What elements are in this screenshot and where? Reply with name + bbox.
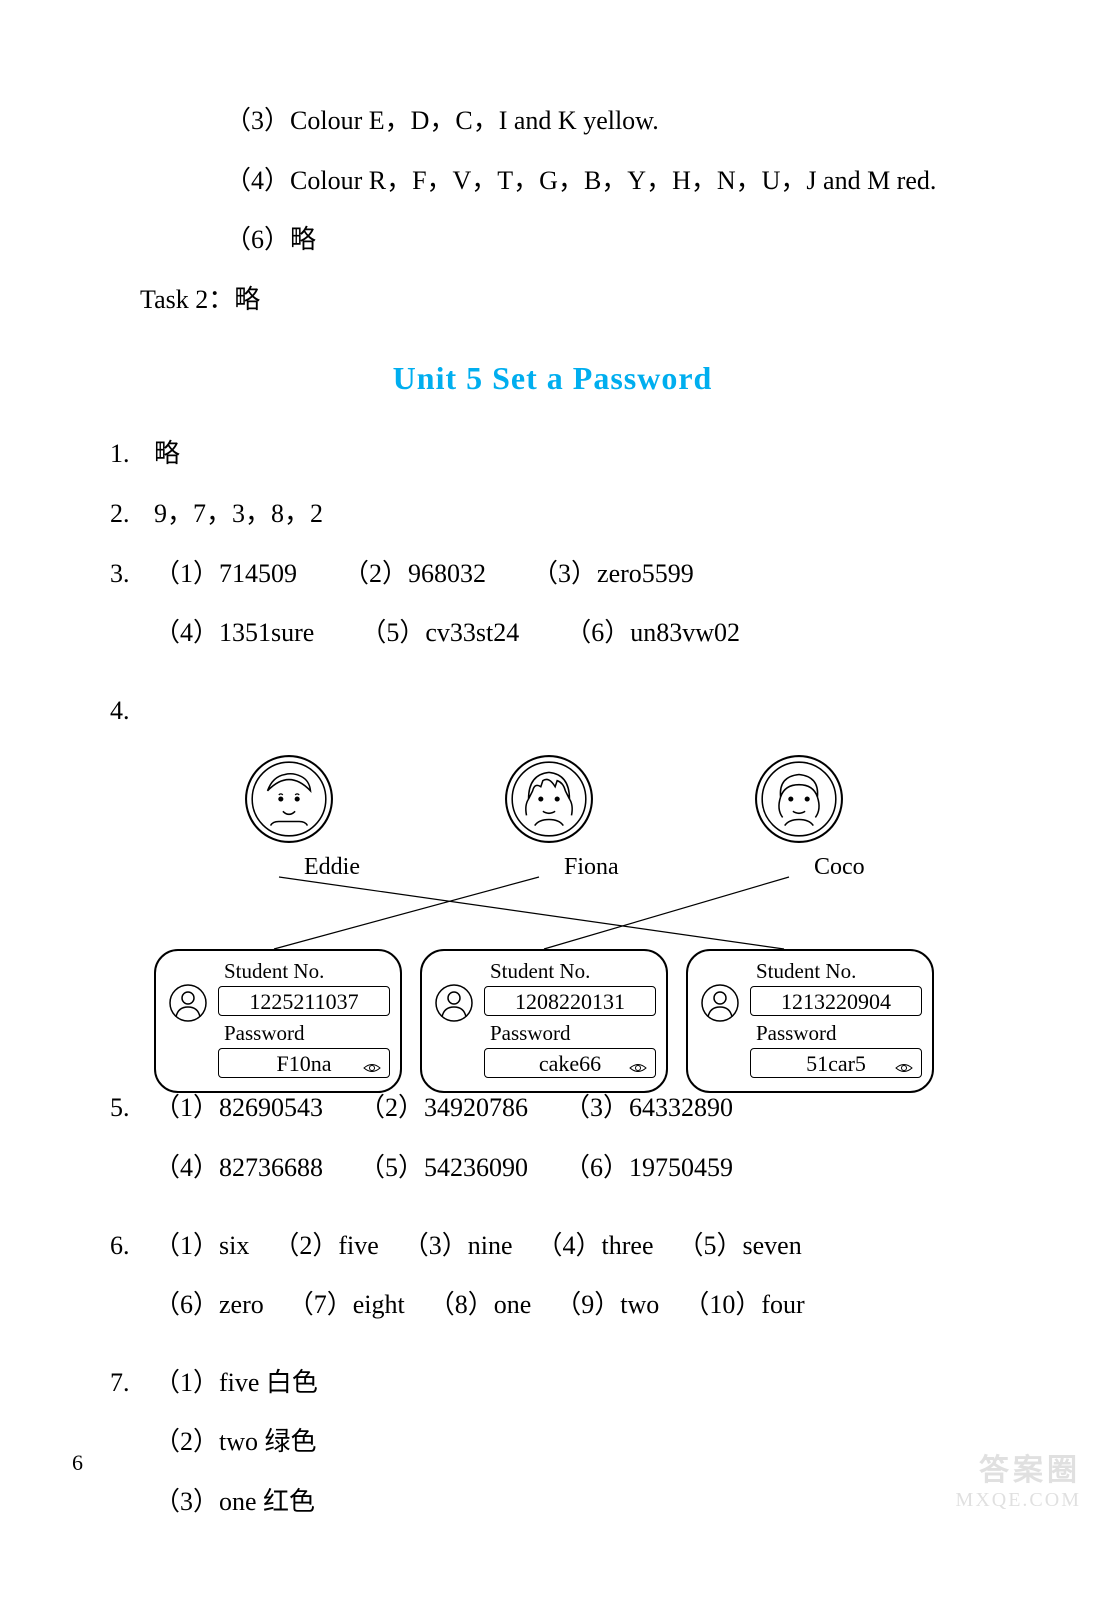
q3-num: 3.: [110, 553, 154, 595]
task2-line: Task 2：略: [110, 279, 995, 321]
q6-6: （6）zero: [154, 1284, 264, 1326]
student-card-2: Student No. 1208220131 Password cake66: [420, 949, 668, 1093]
q3-1: （1）714509: [154, 553, 297, 595]
q5-6: （6）19750459: [564, 1147, 733, 1189]
q5-row2: （4）82736688 （5）54236090 （6）19750459: [154, 1147, 995, 1207]
q6-1: （1）six: [154, 1225, 249, 1267]
user-icon: [434, 983, 474, 1028]
person-icon: [754, 754, 844, 844]
student-card-3: Student No. 1213220904 Password 51car5: [686, 949, 934, 1093]
q5-row: 5. （1）82690543 （2）34920786 （3）64332890 （…: [110, 1087, 995, 1206]
top-item-3: （3）Colour E，D，C，I and K yellow.: [110, 100, 995, 142]
q6-row: 6. （1）six （2）five （3）nine （4）three （5）se…: [110, 1225, 995, 1344]
eye-icon: [363, 1055, 381, 1081]
q6-10: （10）four: [683, 1284, 804, 1326]
password-text: cake66: [539, 1051, 601, 1076]
q6-4: （4）three: [537, 1225, 654, 1267]
user-icon: [700, 983, 740, 1028]
q6-row1: （1）six （2）five （3）nine （4）three （5）seven: [154, 1225, 995, 1285]
watermark-line2: MXQE.COM: [956, 1489, 1081, 1512]
card-password-value: cake66: [484, 1048, 656, 1078]
q3-row2: （4）1351sure （5）cv33st24 （6）un83vw02: [154, 612, 995, 672]
q2-body: 9，7，3，8，2: [154, 493, 995, 535]
q3-row1: （1）714509 （2）968032 （3）zero5599: [154, 553, 995, 613]
q1-num: 1.: [110, 433, 154, 475]
q3-2: （2）968032: [343, 553, 486, 595]
avatar-label-fiona: Fiona: [564, 854, 619, 881]
eye-icon: [629, 1055, 647, 1081]
q3-4: （4）1351sure: [154, 612, 314, 654]
q2-row: 2. 9，7，3，8，2: [110, 493, 995, 535]
card-password-value: 51car5: [750, 1048, 922, 1078]
q5-1: （1）82690543: [154, 1087, 323, 1129]
card-password-value: F10na: [218, 1048, 390, 1078]
eye-icon: [895, 1055, 913, 1081]
line-coco: [544, 877, 789, 949]
q7-body: （1）five 白色 （2）two 绿色 （3）one 红色: [154, 1362, 995, 1541]
q7-row: 7. （1）five 白色 （2）two 绿色 （3）one 红色: [110, 1362, 995, 1541]
card-studentno-value: 1225211037: [218, 986, 390, 1016]
avatar-fiona: [504, 754, 594, 849]
q7-2: （2）two 绿色: [154, 1421, 995, 1463]
q3-body: （1）714509 （2）968032 （3）zero5599 （4）1351s…: [154, 553, 995, 672]
watermark-line1: 答案圈: [956, 1445, 1081, 1489]
q3-6: （6）un83vw02: [565, 612, 740, 654]
q7-3: （3）one 红色: [154, 1481, 995, 1523]
top-item-6: （6）略: [110, 219, 995, 261]
card-studentno-value: 1213220904: [750, 986, 922, 1016]
password-text: 51car5: [806, 1051, 866, 1076]
q5-row1: （1）82690543 （2）34920786 （3）64332890: [154, 1087, 995, 1147]
person-icon: [244, 754, 334, 844]
matching-diagram: Eddie Fiona: [154, 749, 954, 1079]
q3-3: （3）zero5599: [532, 553, 694, 595]
page-content: （3）Colour E，D，C，I and K yellow. （4）Colou…: [0, 0, 1105, 1599]
q5-4: （4）82736688: [154, 1147, 323, 1189]
line-eddie: [279, 877, 784, 949]
avatar-label-eddie: Eddie: [304, 854, 360, 881]
card-label-studentno: Student No.: [218, 959, 390, 984]
q5-num: 5.: [110, 1087, 154, 1129]
card-studentno-value: 1208220131: [484, 986, 656, 1016]
q7-1: （1）five 白色: [154, 1362, 995, 1404]
q6-2: （2）five: [273, 1225, 378, 1267]
q6-5: （5）seven: [678, 1225, 802, 1267]
watermark: 答案圈 MXQE.COM: [956, 1445, 1081, 1512]
q6-body: （1）six （2）five （3）nine （4）three （5）seven…: [154, 1225, 995, 1344]
q2-num: 2.: [110, 493, 154, 535]
password-text: F10na: [277, 1051, 332, 1076]
student-card-1: Student No. 1225211037 Password F10na: [154, 949, 402, 1093]
q4-row: 4.: [110, 690, 995, 732]
q7-num: 7.: [110, 1362, 154, 1404]
page-number: 6: [72, 1450, 83, 1476]
q3-5: （5）cv33st24: [360, 612, 519, 654]
card-label-password: Password: [750, 1021, 922, 1046]
avatar-coco: [754, 754, 844, 849]
q4-num: 4.: [110, 690, 154, 732]
q5-3: （3）64332890: [564, 1087, 733, 1129]
q3-row: 3. （1）714509 （2）968032 （3）zero5599 （4）13…: [110, 553, 995, 672]
q5-5: （5）54236090: [359, 1147, 528, 1189]
avatar-eddie: [244, 754, 334, 849]
q6-9: （9）two: [555, 1284, 659, 1326]
q5-2: （2）34920786: [359, 1087, 528, 1129]
card-label-password: Password: [218, 1021, 390, 1046]
card-label-password: Password: [484, 1021, 656, 1046]
card-label-studentno: Student No.: [484, 959, 656, 984]
person-icon: [504, 754, 594, 844]
q6-7: （7）eight: [288, 1284, 405, 1326]
q1-row: 1. 略: [110, 433, 995, 475]
user-icon: [168, 983, 208, 1028]
card-label-studentno: Student No.: [750, 959, 922, 984]
q1-body: 略: [154, 433, 995, 475]
avatar-label-coco: Coco: [814, 854, 865, 881]
unit-title: Unit 5 Set a Password: [110, 360, 995, 397]
top-item-4: （4）Colour R，F，V，T，G，B，Y，H，N，U，J and M re…: [110, 160, 995, 202]
q6-3: （3）nine: [403, 1225, 513, 1267]
q6-num: 6.: [110, 1225, 154, 1267]
line-fiona: [274, 877, 539, 949]
q6-8: （8）one: [429, 1284, 532, 1326]
q6-row2: （6）zero （7）eight （8）one （9）two （10）four: [154, 1284, 995, 1344]
q5-body: （1）82690543 （2）34920786 （3）64332890 （4）8…: [154, 1087, 995, 1206]
